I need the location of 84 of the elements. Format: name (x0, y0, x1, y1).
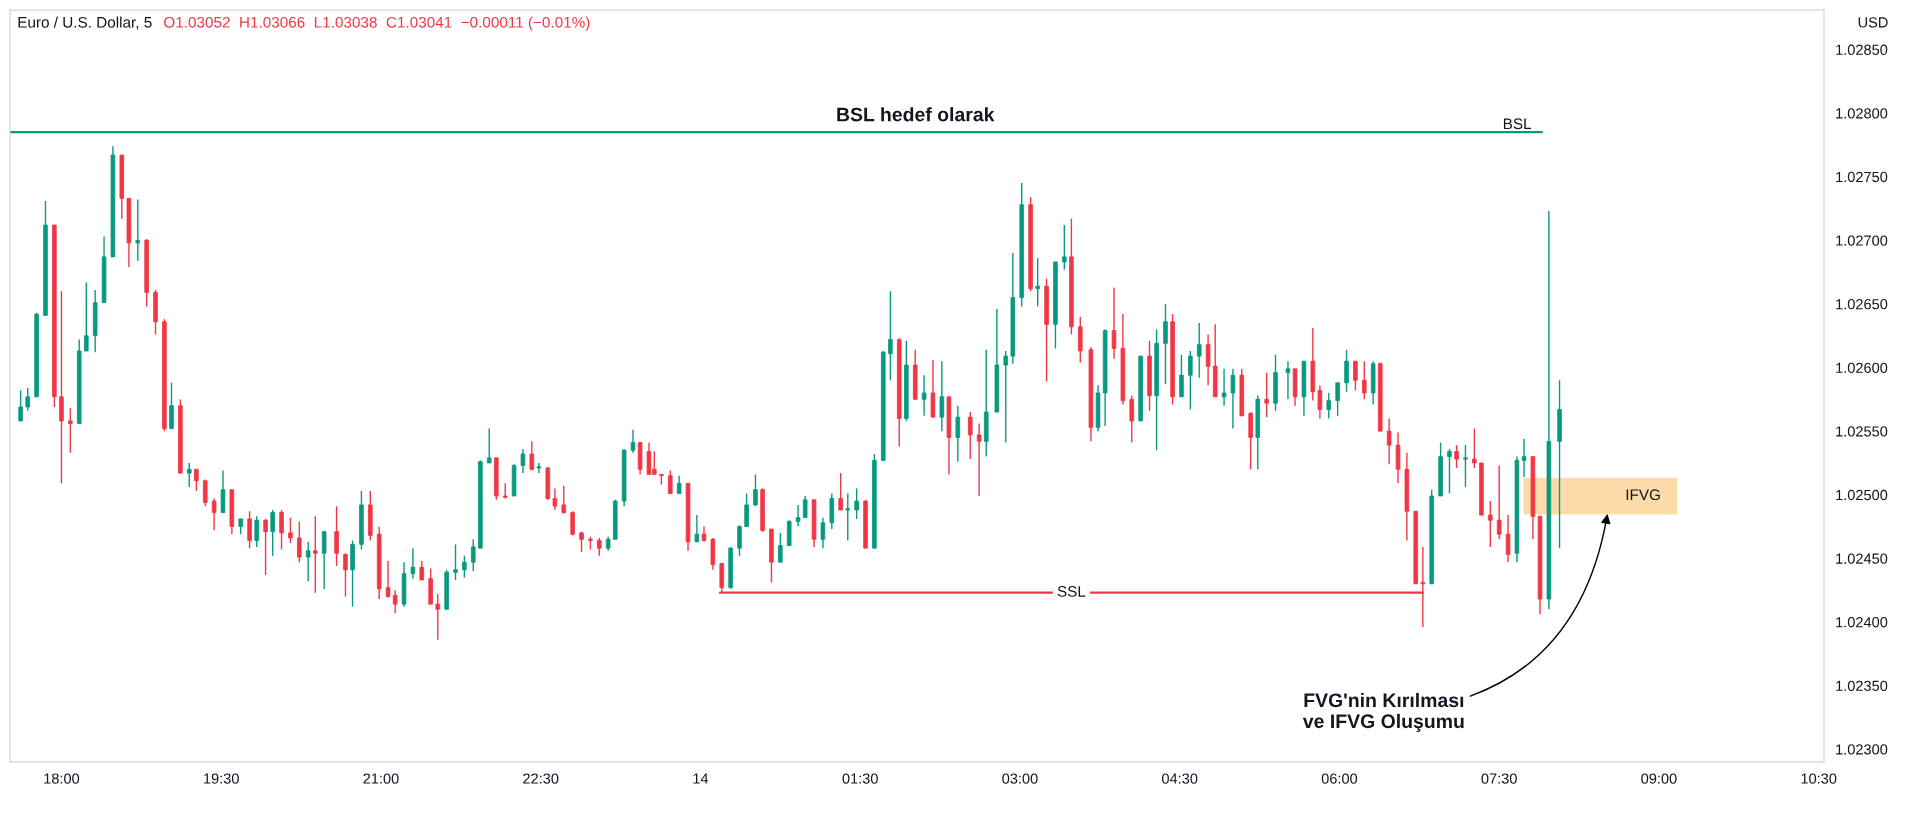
candlestick (84, 281, 89, 352)
y-tick-label: 1.02650 (1836, 299, 1888, 310)
y-tick-label: 1.02450 (1836, 553, 1888, 564)
candlestick (135, 198, 141, 262)
candlestick (1472, 427, 1477, 469)
x-tick-label: 14 (693, 773, 709, 784)
candlestick (967, 411, 973, 460)
candlestick (1196, 322, 1202, 379)
candlestick (288, 516, 293, 544)
y-tick-label: 1.02850 (1836, 44, 1888, 55)
x-tick-label: 18:00 (44, 773, 80, 784)
candlestick (220, 469, 226, 514)
y-tick-label: 1.02700 (1836, 235, 1888, 246)
candlestick (1326, 392, 1332, 420)
candlestick (321, 530, 327, 590)
annotation: FVG'nin Kırılması ve IFVG Oluşumu (1302, 692, 1464, 732)
candlestick (1454, 444, 1459, 469)
candlestick (247, 510, 252, 549)
candlestick (270, 509, 275, 557)
candlestick (392, 589, 398, 614)
candlestick (1035, 257, 1040, 308)
text: IFVG (1626, 489, 1660, 501)
candlestick (570, 510, 575, 537)
x-tick-label: 04:30 (1162, 773, 1198, 784)
candlestick (1353, 360, 1358, 392)
y-tick-label: 1.02350 (1836, 680, 1888, 691)
y-tick-label: 1.02500 (1836, 489, 1888, 501)
candlestick (1205, 333, 1211, 387)
x-tick-label: 03:00 (1002, 773, 1038, 784)
candlestick (1463, 444, 1468, 488)
y-tick-label: 1.02600 (1836, 362, 1888, 373)
candlestick (1335, 382, 1340, 417)
candlestick (1496, 464, 1502, 540)
candlestick (18, 389, 23, 422)
candlestick (297, 520, 302, 563)
x-tick-label: 19:30 (204, 773, 239, 784)
y-axis-title: USD (1858, 17, 1888, 28)
candlestick (1488, 500, 1493, 548)
chart-title: Euro / U.S. Dollar, 5 (18, 16, 152, 30)
candlestick (202, 478, 208, 507)
candlestick (305, 541, 311, 582)
y-tick-label: 1.02300 (1836, 744, 1888, 755)
y-tick-label: 1.02550 (1836, 426, 1888, 437)
candlestick (1129, 394, 1135, 444)
chart-subtitle: O1.03052 H1.03066 L1.03038 C1.03041 −0.00011 (−0.01%) (164, 16, 590, 31)
candlestick (312, 515, 318, 594)
candlestick (630, 429, 636, 454)
series-label: SSL (1057, 585, 1086, 597)
x-tick-label: 07:30 (1481, 773, 1517, 784)
x-tick-label: 09:00 (1641, 773, 1677, 784)
candlestick (561, 485, 567, 515)
x-tick-label: 22:30 (523, 773, 559, 784)
x-tick-label: 01:30 (842, 773, 878, 784)
candlestick (536, 462, 542, 474)
candlestick (1505, 514, 1511, 563)
candlestick (1317, 384, 1323, 420)
x-tick-label: 06:00 (1321, 773, 1358, 784)
candlestick (254, 515, 259, 548)
candlestick (1386, 417, 1392, 465)
x-tick-label: 10:30 (1801, 773, 1837, 784)
candlestick (263, 518, 268, 576)
candlestick (279, 509, 284, 551)
candlestick (25, 387, 31, 412)
candlestick (1062, 224, 1067, 271)
x-tick-label: 21:00 (363, 773, 399, 784)
candlestick (1521, 438, 1527, 478)
candlestick (976, 422, 982, 497)
y-tick-label: 1.02400 (1836, 617, 1888, 628)
y-tick-label: 1.02800 (1836, 108, 1888, 119)
y-tick-label: 1.02750 (1836, 171, 1888, 183)
candlestick (1230, 368, 1236, 430)
candlestick (1163, 303, 1168, 385)
candlestick (194, 468, 199, 492)
candlestick (552, 487, 558, 511)
candlestick (186, 462, 192, 488)
series-label: BSL (1503, 118, 1532, 130)
candlestick (1003, 350, 1009, 444)
candlestick (1344, 349, 1349, 393)
candlestick (68, 407, 73, 454)
annotation: BSL hedef olarak (837, 107, 995, 122)
candlestick (169, 382, 174, 430)
candlestick (1111, 286, 1117, 360)
candlestick (1188, 350, 1193, 411)
candlestick (211, 497, 217, 532)
